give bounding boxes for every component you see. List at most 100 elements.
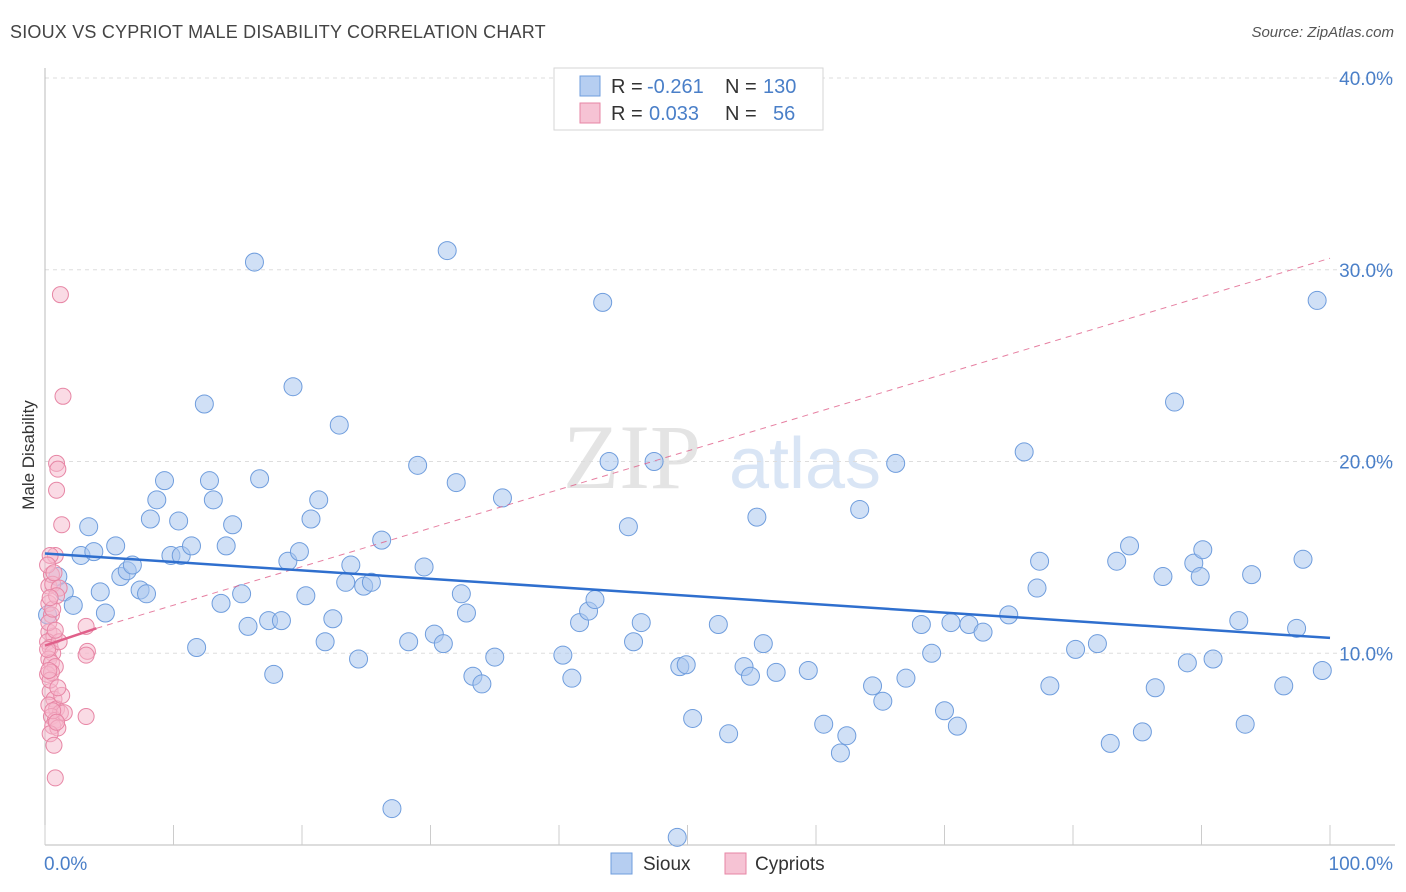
sioux-point	[766, 662, 786, 682]
sioux-point	[283, 377, 303, 397]
sioux-point	[1307, 290, 1327, 310]
sioux-point	[1274, 676, 1294, 696]
sioux-point	[593, 292, 613, 312]
chart-title: SIOUX VS CYPRIOT MALE DISABILITY CORRELA…	[10, 22, 546, 42]
sioux-point	[1242, 565, 1262, 585]
sioux-point	[169, 511, 189, 531]
sioux-point	[437, 241, 457, 261]
sioux-point	[216, 536, 236, 556]
sioux-point	[624, 632, 644, 652]
series-legend-swatch-cypriot	[724, 852, 747, 875]
cypriot-points	[39, 286, 96, 787]
y-tick-label: 20.0%	[1339, 453, 1393, 474]
cypriot-point	[54, 387, 72, 405]
legend-r-label: R =	[611, 76, 643, 98]
x-tick-label: 0.0%	[44, 854, 87, 875]
cypriot-point	[49, 460, 67, 478]
watermark-zip: ZIP	[563, 406, 701, 508]
sioux-point	[1030, 551, 1050, 571]
x-tick-label: 100.0%	[1329, 854, 1394, 875]
cypriot-point	[48, 481, 66, 499]
sioux-point	[676, 655, 696, 675]
sioux-point	[683, 708, 703, 728]
sioux-point	[140, 509, 160, 529]
sioux-point	[329, 415, 349, 435]
sioux-point	[289, 542, 309, 562]
sioux-point	[1177, 653, 1197, 673]
sioux-point	[382, 799, 402, 819]
sioux-point	[935, 701, 954, 721]
sioux-point	[271, 611, 291, 631]
y-tick-label: 40.0%	[1339, 69, 1393, 90]
sioux-point	[223, 515, 243, 535]
sioux-point	[886, 453, 906, 473]
sioux-point	[456, 603, 476, 623]
sioux-point	[667, 827, 687, 847]
sioux-point	[1203, 649, 1223, 669]
sioux-point	[399, 632, 419, 652]
sioux-point	[1100, 733, 1120, 753]
sioux-point	[999, 605, 1019, 625]
sioux-point	[341, 555, 361, 575]
y-tick-label: 10.0%	[1339, 644, 1393, 665]
sioux-point	[947, 716, 967, 736]
legend-n-label: N =	[725, 76, 757, 98]
series-legend-swatch-sioux	[610, 852, 633, 875]
sioux-point	[181, 536, 201, 556]
sioux-point	[147, 490, 167, 510]
legend-r-value-sioux: -0.261	[647, 76, 704, 98]
sioux-point	[106, 536, 126, 556]
sioux-point	[941, 613, 961, 633]
sioux-point	[408, 455, 428, 475]
watermark-atlas: atlas	[729, 424, 881, 504]
sioux-point	[1190, 567, 1210, 587]
sioux-point	[187, 637, 207, 657]
sioux-point	[203, 490, 223, 510]
sioux-trend-line	[44, 552, 1331, 640]
sioux-point	[562, 668, 582, 688]
sioux-point	[250, 469, 270, 489]
sioux-point	[372, 530, 392, 550]
sioux-point	[553, 645, 573, 665]
legend-n-value-sioux: 130	[763, 76, 796, 98]
legend-swatch-sioux	[579, 75, 601, 97]
sioux-point	[719, 724, 739, 744]
cypriot-point	[41, 589, 59, 607]
sioux-point	[1014, 442, 1034, 462]
sioux-point	[451, 584, 471, 604]
sioux-point	[433, 634, 453, 654]
sioux-point	[309, 490, 329, 510]
sioux-point	[90, 582, 110, 602]
sioux-point	[414, 557, 434, 577]
sioux-point	[485, 647, 505, 667]
cypriot-point	[53, 516, 71, 534]
sioux-point	[349, 649, 369, 669]
sioux-point	[95, 603, 115, 623]
sioux-point	[155, 471, 175, 491]
cypriot-point	[46, 769, 64, 787]
sioux-point	[798, 661, 818, 681]
sioux-point	[199, 471, 219, 491]
sioux-point	[740, 666, 760, 686]
sioux-point	[1027, 578, 1047, 598]
legend-n-value-cypriot: 56	[773, 103, 795, 125]
sioux-point	[301, 509, 321, 529]
cypriot-point	[45, 736, 63, 754]
series-legend: Sioux Cypriots	[610, 852, 825, 875]
sioux-point	[873, 691, 893, 711]
sioux-point	[1193, 540, 1213, 560]
y-axis-label: Male Disability	[19, 400, 38, 510]
cypriot-point	[39, 640, 57, 658]
sioux-point	[1293, 549, 1313, 569]
sioux-point	[708, 614, 728, 634]
cypriot-point	[51, 286, 69, 304]
cypriot-point	[46, 621, 64, 639]
sioux-point	[631, 613, 651, 633]
sioux-point	[850, 499, 870, 519]
sioux-point	[238, 616, 258, 636]
sioux-point	[1287, 618, 1307, 638]
sioux-point	[1235, 714, 1255, 734]
sioux-point	[922, 643, 942, 663]
sioux-point	[211, 593, 231, 613]
series-legend-label-sioux: Sioux	[643, 854, 691, 875]
